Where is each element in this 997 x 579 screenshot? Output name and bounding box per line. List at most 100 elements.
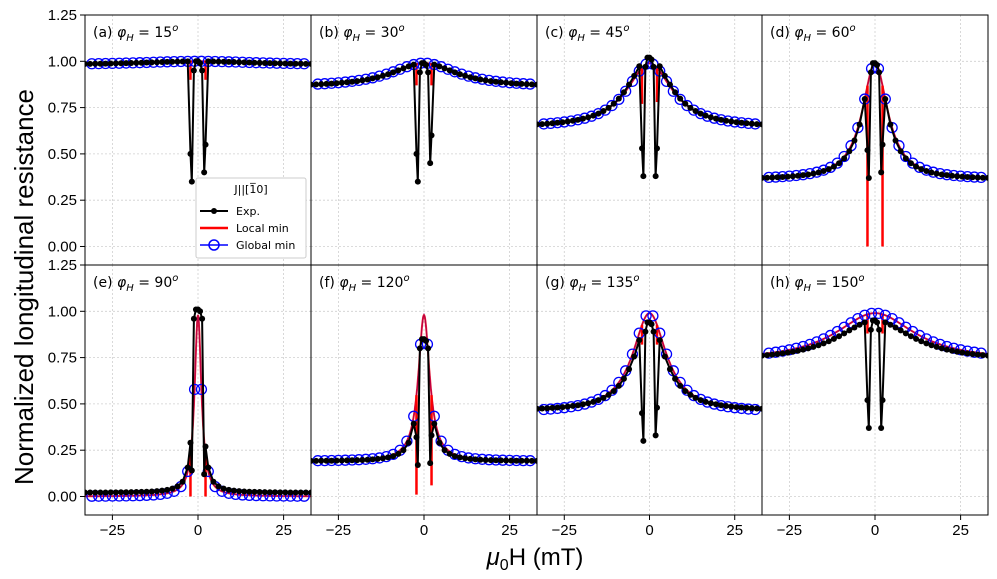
series-exp-point-d (784, 173, 791, 180)
series-exp-point-h (769, 351, 776, 358)
series-exp-point-b (436, 63, 443, 70)
series-exp-point-c (642, 63, 649, 70)
panel-phi-deg-b: o (399, 23, 405, 34)
series-exp-point-e (215, 483, 222, 490)
xtick-label-f-0: −25 (326, 522, 351, 539)
series-exp-point-f (513, 457, 520, 464)
series-exp-point-c (595, 110, 602, 117)
series-global-point-c (667, 85, 680, 97)
panel-data-g (537, 310, 762, 444)
series-exp-point-e (308, 489, 311, 496)
series-global-point-c (619, 85, 632, 97)
ytick-label-a-1: 0.25 (48, 192, 77, 209)
series-exp-point-d (779, 173, 786, 180)
series-exp-point-d (810, 170, 817, 177)
series-exp-point-d (913, 163, 920, 170)
series-global-point-h (872, 307, 885, 320)
series-exp-point-a (241, 59, 248, 66)
ytick-label-a-0: 0.00 (48, 238, 77, 255)
axes-text-group: 0.00 0.25 0.50 0.75 1.00 1.25 0.00 0.25 0.50 0.75… (48, 7, 969, 539)
panel-data-e (85, 306, 311, 502)
series-exp-point-g (544, 405, 551, 412)
series-exp-point-c (661, 72, 668, 79)
legend-box (195, 177, 307, 259)
panel-phi-value-f: = 120 (356, 275, 403, 291)
series-exp-point-g (759, 405, 762, 412)
series-exp-point-f (328, 457, 335, 464)
panel-phi-deg-d: o (850, 23, 856, 34)
series-exp-point-c (697, 110, 704, 117)
series-exp-point-d (867, 69, 874, 76)
series-exp-point-b (349, 78, 356, 85)
series-exp-point-d (861, 96, 868, 103)
series-exp-point-e (272, 489, 279, 496)
series-exp-point-h (851, 324, 858, 331)
series-exp-point-c (615, 95, 622, 102)
series-exp-point-c (707, 114, 714, 121)
series-global-point-d (838, 150, 850, 163)
legend-global-label: Global min (236, 239, 295, 252)
series-exp-point-h (815, 342, 822, 349)
series-global-point-d (900, 150, 912, 163)
series-exp-point-d (794, 172, 801, 179)
series-exp-point-d (769, 174, 776, 181)
series-exp-point-d (959, 173, 966, 180)
series-exp-point-e (282, 489, 289, 496)
series-exp-point-b (311, 81, 314, 88)
series-exp-point-e (266, 489, 273, 496)
series-exp-point-g (615, 382, 622, 389)
panel-g: (g) φH = 135o (536, 264, 763, 516)
series-exp-point-g (564, 403, 571, 410)
series-exp-point-b (446, 67, 453, 74)
series-exp-point-d (841, 155, 848, 162)
series-exp-point-b (390, 69, 397, 76)
panel-phi-symbol-a: φ (117, 25, 127, 41)
series-exp-point-c (590, 112, 597, 119)
series-exp-point-h (979, 352, 986, 359)
series-exp-point-f (508, 457, 515, 464)
series-global-point-c (674, 93, 686, 106)
series-exp-point-d (979, 174, 986, 181)
series-exp-point-c (677, 95, 684, 102)
series-exp-point-d (774, 174, 781, 181)
series-exp-point-f (414, 462, 421, 468)
series-exp-point-g (648, 321, 655, 328)
panel-phi-sub-c: H (577, 33, 585, 44)
series-exp-point-f (323, 457, 330, 464)
series-exp-point-b (498, 79, 505, 86)
series-exp-point-b (462, 72, 469, 79)
series-exp-point-g (537, 405, 540, 412)
series-exp-point-b (354, 78, 361, 85)
panel-label-e: (e) (93, 275, 117, 291)
series-exp-point-g (605, 391, 612, 398)
series-exp-point-f (427, 460, 434, 467)
series-exp-point-g (600, 394, 607, 401)
series-exp-point-e (138, 488, 145, 495)
series-exp-point-b (451, 69, 458, 76)
series-exp-point-a (123, 60, 130, 67)
series-exp-point-c (626, 81, 633, 88)
series-exp-point-b (333, 80, 340, 87)
series-exp-point-g (743, 404, 750, 411)
series-exp-point-e (246, 488, 253, 495)
series-exp-point-a (117, 60, 124, 67)
series-exp-point-d (918, 166, 925, 173)
series-exp-point-b (503, 79, 510, 86)
series-exp-point-a (174, 58, 181, 65)
panel-phi-sub-d: H (804, 33, 812, 44)
series-exp-point-a (292, 60, 299, 67)
series-exp-point-a (164, 58, 171, 65)
series-exp-point-f (343, 457, 350, 464)
series-exp-point-a (159, 59, 166, 66)
series-exp-point-d (789, 173, 796, 180)
series-exp-point-c (743, 120, 750, 127)
series-exp-point-f (390, 453, 397, 460)
series-exp-point-h (865, 424, 872, 431)
series-exp-point-a (199, 67, 206, 74)
series-exp-point-h (836, 333, 843, 340)
series-exp-point-a (210, 58, 217, 65)
series-exp-point-c (554, 119, 561, 126)
series-exp-point-e (87, 489, 94, 496)
panel-phi-sub-e: H (126, 283, 134, 294)
